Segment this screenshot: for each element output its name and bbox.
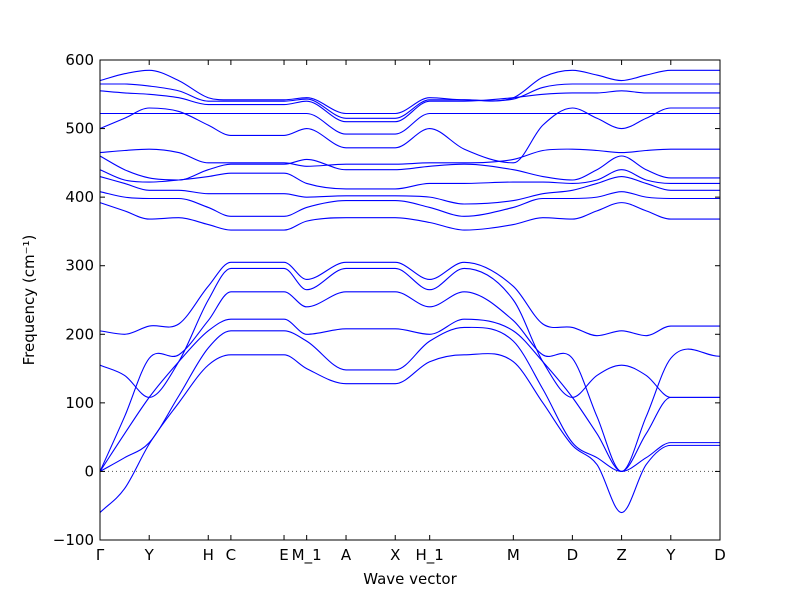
phonon-band-6 xyxy=(99,261,720,337)
y-axis-title: Frequency (cm⁻¹) xyxy=(20,235,38,366)
x-tick-label: H xyxy=(203,546,214,564)
y-tick-label: 0 xyxy=(84,462,94,480)
phonon-band-1 xyxy=(99,353,720,514)
phonon-band-9 xyxy=(99,176,720,205)
phonon-band-15 xyxy=(99,90,720,123)
y-tick-group: −100 0 100 200 300 400 500 600 xyxy=(53,51,720,549)
y-tick-label: −100 xyxy=(53,531,94,549)
phonon-band-11 xyxy=(99,155,720,181)
x-tick-label: H_1 xyxy=(416,546,444,565)
x-tick-label: C xyxy=(226,546,236,564)
y-tick-label: 500 xyxy=(65,120,94,138)
x-tick-label: X xyxy=(390,546,400,564)
y-tick-label: 200 xyxy=(65,325,94,343)
x-tick-label: Y xyxy=(665,546,676,564)
y-tick-label: 400 xyxy=(65,188,94,206)
plot-frame xyxy=(99,59,721,541)
x-tick-label: D xyxy=(714,546,726,564)
phonon-band-4 xyxy=(99,291,721,472)
phonon-band-12 xyxy=(99,148,720,167)
x-tick-label: E xyxy=(279,546,288,564)
y-tick-label: 300 xyxy=(65,257,94,275)
x-tick-label: Y xyxy=(144,546,155,564)
x-tick-label: A xyxy=(341,546,352,564)
phonon-band-7 xyxy=(99,202,720,231)
x-tick-label: M_1 xyxy=(292,546,322,565)
x-tick-label: Z xyxy=(616,546,626,564)
y-tick-label: 100 xyxy=(65,394,94,412)
phonon-band-13 xyxy=(99,107,720,164)
phonon-band-8 xyxy=(99,191,720,217)
high-symmetry-group: Γ Y H C E M_1 A X H_1 M D Z Y D xyxy=(96,60,726,565)
phonon-band-17 xyxy=(99,69,720,115)
x-tick-label: D xyxy=(567,546,579,564)
phonon-band-14 xyxy=(100,112,720,135)
x-tick-label: Γ xyxy=(96,546,105,564)
x-tick-label: M xyxy=(507,546,520,564)
y-tick-label: 600 xyxy=(65,51,94,69)
phonon-band-16 xyxy=(100,83,720,119)
phonon-band-5 xyxy=(99,267,720,398)
band-series-group xyxy=(99,69,721,514)
x-axis-title: Wave vector xyxy=(363,570,457,588)
